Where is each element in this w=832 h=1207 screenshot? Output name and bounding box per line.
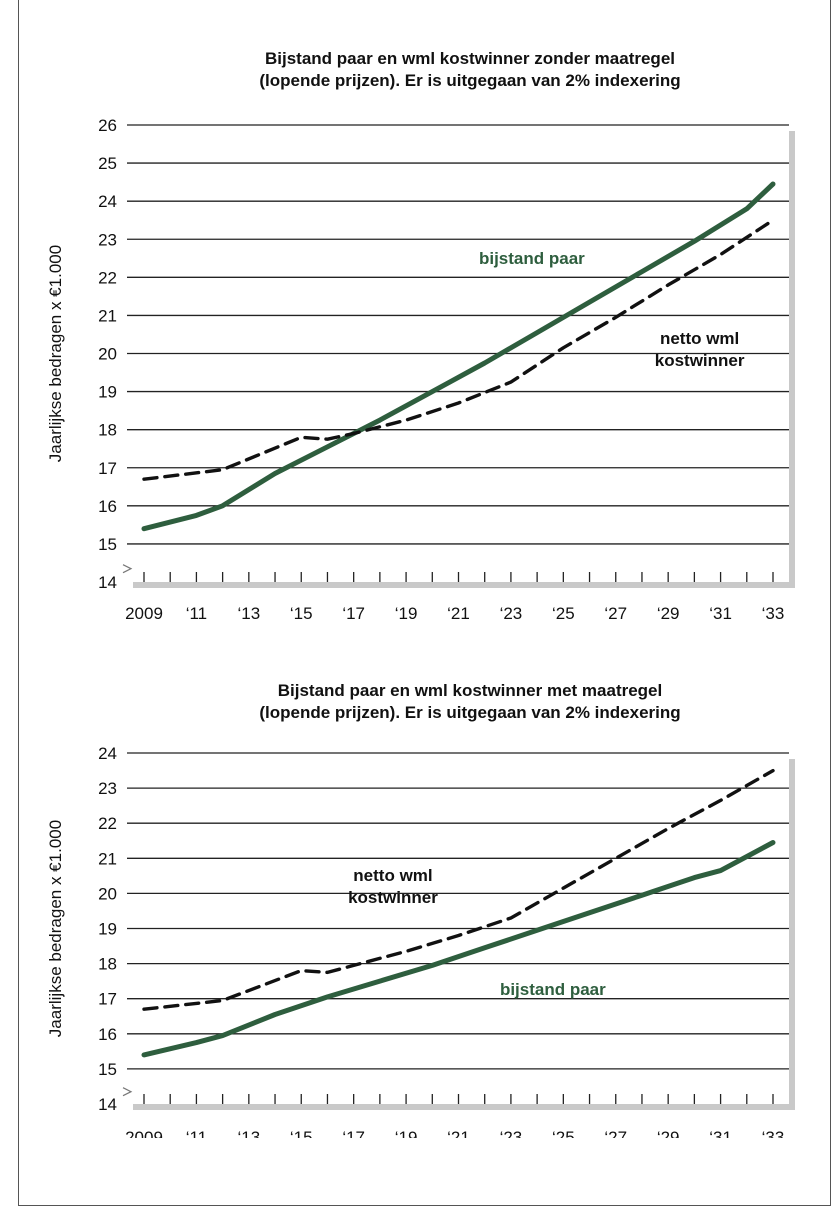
series-line-netto-wml-kostwinner — [142, 218, 775, 481]
series-label-line: bijstand paar — [479, 249, 585, 268]
y-tick-label: 22 — [98, 268, 117, 287]
series-label-bijstand-paar: bijstand paar — [500, 980, 606, 999]
figure-frame — [18, 0, 831, 1206]
y-tick-label: 18 — [98, 421, 117, 440]
y-tick-label: 23 — [98, 230, 117, 249]
series-label-line: netto wml — [660, 329, 739, 348]
y-axis-label: Jaarlijkse bedragen x €1.000 — [46, 245, 65, 462]
y-tick-label: 20 — [98, 345, 117, 364]
x-tick-label: 2009 — [125, 1128, 163, 1138]
y-tick-label: 17 — [98, 990, 117, 1009]
y-tick-label: 25 — [98, 154, 117, 173]
x-tick-label: ‘21 — [447, 1128, 470, 1138]
x-tick-label: ‘31 — [709, 1128, 732, 1138]
y-tick-label: 20 — [98, 884, 117, 903]
series-line-bijstand-paar — [141, 840, 776, 1058]
y-tick-label: 19 — [98, 383, 117, 402]
x-tick-label: ‘19 — [395, 1128, 418, 1138]
x-tick-label: ‘19 — [395, 604, 418, 623]
chart-title-line-1: Bijstand paar en wml kostwinner zonder m… — [265, 49, 675, 68]
series-label-line: kostwinner — [655, 351, 745, 370]
series-line-bijstand-paar — [141, 181, 776, 532]
x-tick-label: ‘29 — [657, 1128, 680, 1138]
x-tick-label: ‘17 — [342, 1128, 365, 1138]
x-tick-label: ‘13 — [237, 604, 260, 623]
x-tick-label: ‘11 — [186, 604, 207, 623]
x-tick-label: ‘31 — [709, 604, 732, 623]
y-tick-label: 18 — [98, 955, 117, 974]
series-label-line: bijstand paar — [500, 980, 606, 999]
series-label-netto-wml-kostwinner: netto wml kostwinner — [348, 866, 438, 907]
y-tick-label: 16 — [98, 1025, 117, 1044]
chart-title-line-1: Bijstand paar en wml kostwinner met maat… — [277, 681, 663, 700]
x-tick-label: ‘15 — [290, 604, 313, 623]
y-axis-label: Jaarlijkse bedragen x €1.000 — [46, 820, 65, 1037]
y-tick-label: 24 — [98, 744, 117, 763]
y-tick-label: 14 — [98, 573, 117, 592]
x-tick-label: ‘33 — [762, 604, 785, 623]
y-tick-label: 14 — [98, 1095, 117, 1114]
x-tick-label: ‘11 — [186, 1128, 207, 1138]
x-tick-label: ‘27 — [604, 1128, 627, 1138]
y-tick-label: 17 — [98, 459, 117, 478]
y-tick-label: 22 — [98, 814, 117, 833]
x-tick-label: ‘21 — [447, 604, 470, 623]
chart-panel-met-maatregel: Bijstand paar en wml kostwinner met maat… — [0, 668, 832, 1138]
series-label-line: kostwinner — [348, 888, 438, 907]
y-tick-label: 16 — [98, 497, 117, 516]
x-tick-label: ‘27 — [604, 604, 627, 623]
x-tick-label: 2009 — [125, 604, 163, 623]
y-tick-label: 19 — [98, 920, 117, 939]
line-chart-met-maatregel: 14 15 16 17 18 19 20 21 22 23 24 2009 ‘11 ‘13 ‘15 ‘17 ‘1… — [46, 744, 795, 1138]
x-tick-label: ‘25 — [552, 604, 575, 623]
x-tick-label: ‘23 — [500, 604, 523, 623]
chart-title-line-2: (lopende prijzen). Er is uitgegaan van 2… — [259, 703, 681, 722]
x-tick-label: ‘17 — [342, 604, 365, 623]
x-tick-label: ‘23 — [500, 1128, 523, 1138]
axis-break-marker — [122, 1087, 133, 1097]
x-tick-label: ‘25 — [552, 1128, 575, 1138]
y-tick-label: 23 — [98, 779, 117, 798]
y-tick-label: 15 — [98, 535, 117, 554]
x-tick-label: ‘33 — [762, 1128, 785, 1138]
series-line-netto-wml-kostwinner — [142, 768, 775, 1011]
series-label-netto-wml-kostwinner: netto wml kostwinner — [655, 329, 745, 370]
chart-title: Bijstand paar en wml kostwinner met maat… — [140, 680, 800, 724]
x-tick-label: ‘29 — [657, 604, 680, 623]
axis-break-marker — [122, 564, 133, 574]
chart-panel-zonder-maatregel: Bijstand paar en wml kostwinner zonder m… — [46, 48, 800, 623]
series-label-line: netto wml — [353, 866, 432, 885]
series-label-bijstand-paar: bijstand paar — [479, 249, 585, 268]
chart-title: Bijstand paar en wml kostwinner zonder m… — [140, 48, 800, 92]
line-chart-zonder-maatregel: 14 15 16 17 18 19 20 21 22 23 24 25 26 2009 ‘11 ‘13 ‘15 ‘… — [46, 116, 795, 623]
x-tick-label: ‘13 — [237, 1128, 260, 1138]
y-tick-label: 24 — [98, 192, 117, 211]
x-tick-label: ‘15 — [290, 1128, 313, 1138]
y-tick-label: 26 — [98, 116, 117, 135]
chart-title-line-2: (lopende prijzen). Er is uitgegaan van 2… — [259, 71, 681, 90]
y-tick-label: 15 — [98, 1060, 117, 1079]
y-tick-label: 21 — [98, 306, 117, 325]
y-tick-label: 21 — [98, 849, 117, 868]
